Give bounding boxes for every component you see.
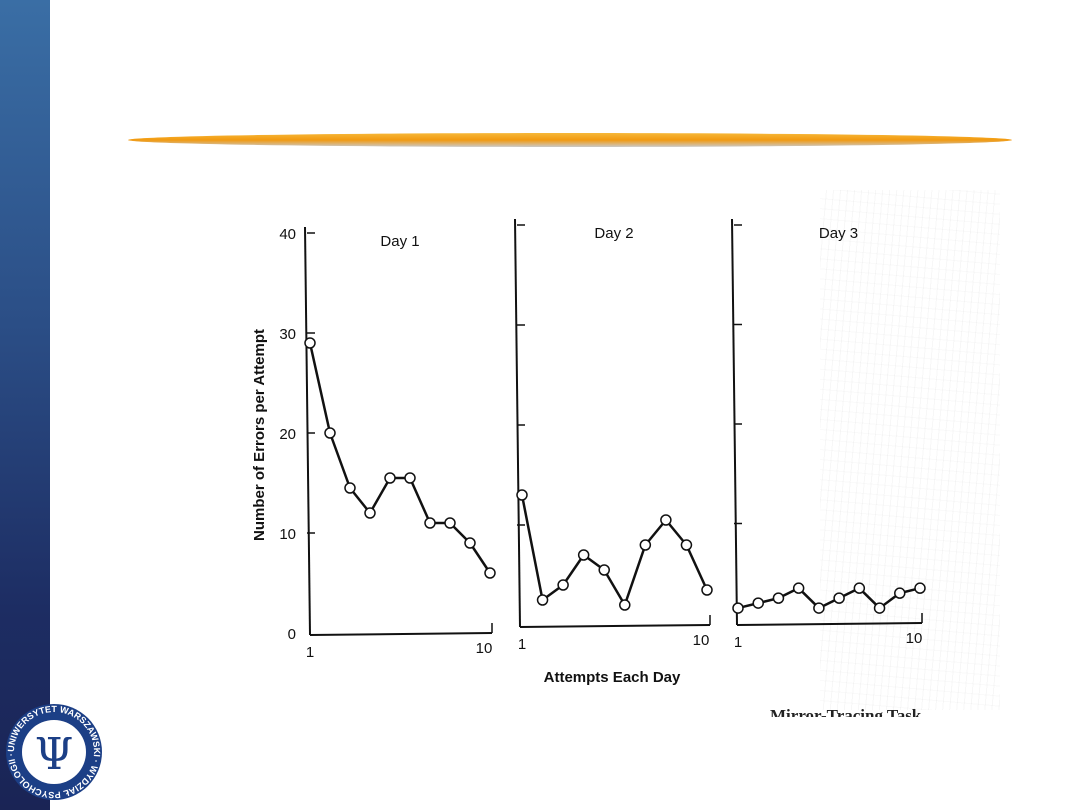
y-tick-label: 20 — [279, 426, 296, 443]
panel-2-x-last-label: 10 — [693, 632, 710, 649]
panel-3-series-line — [737, 586, 921, 610]
panel-3-data-point — [833, 592, 845, 604]
panel-1-x-axis — [309, 632, 493, 636]
panel-1-x-first-label: 1 — [306, 644, 314, 661]
panel-1-data-point — [324, 427, 336, 439]
panel-2-data-point — [619, 599, 631, 611]
panel-1-data-point — [424, 517, 436, 529]
logo-psi-symbol: Ψ — [35, 729, 74, 780]
panel-2-title: Day 2 — [594, 225, 633, 242]
panel-1-data-point — [384, 472, 396, 484]
y-tick-label: 10 — [279, 526, 296, 543]
y-tick-label: 40 — [279, 226, 296, 243]
panel-3-x-last-label: 10 — [906, 630, 923, 647]
panel-3-y-axis — [731, 218, 738, 626]
panel-3-data-point — [914, 582, 926, 594]
panel-2-x-axis — [519, 624, 711, 628]
panel-2-data-point — [598, 564, 610, 576]
panel-2-data-point — [557, 579, 569, 591]
panel-3-data-point — [813, 602, 825, 614]
panel-3-data-point — [752, 597, 764, 609]
panel-3-data-point — [792, 582, 805, 594]
panel-2-series-line — [520, 494, 709, 607]
panel-2-data-point — [639, 539, 652, 551]
y-tick-label: 0 — [288, 626, 296, 643]
panel-1-data-point — [464, 537, 476, 549]
panel-1-data-point — [444, 517, 456, 529]
mirror-tracing-chart: Number of Errors per Attempt Attempts Eac… — [251, 218, 926, 686]
panel-2-data-point — [680, 539, 693, 551]
panel-1-data-point — [304, 337, 316, 349]
panel-3-data-point — [732, 602, 744, 614]
panel-3-data-point — [772, 592, 785, 604]
panel-3-data-point — [853, 582, 866, 594]
figure-caption-fragment: Mirror-Tracing Task — [770, 706, 922, 717]
x-axis-label: Attempts Each Day — [544, 669, 681, 686]
panel-1-data-point — [404, 472, 416, 484]
panel-3-x-axis — [736, 622, 923, 626]
panel-2-data-point — [536, 594, 549, 606]
panel-1-x-last-label: 10 — [476, 640, 493, 657]
panel-3-data-point — [873, 602, 886, 614]
title-accent-bar — [128, 133, 1012, 147]
panel-3-x-first-label: 1 — [734, 634, 742, 651]
university-logo: UNIWERSYTET WARSZAWSKI · WYDZIAŁ PSYCHOL… — [6, 704, 102, 800]
y-axis-label: Number of Errors per Attempt — [251, 329, 268, 541]
sidebar-band — [0, 0, 50, 810]
panel-1-data-point — [364, 507, 376, 519]
panel-3-title: Day 3 — [819, 225, 858, 242]
panel-3-data-point — [894, 587, 906, 599]
panel-1-series-line — [308, 342, 492, 574]
panel-2-x-first-label: 1 — [518, 636, 526, 653]
panel-2-data-point — [577, 549, 590, 561]
panel-2-data-point — [660, 514, 672, 526]
panel-2-data-point — [516, 489, 528, 501]
panel-1-y-axis — [304, 226, 311, 636]
logo-inner-circle — [22, 720, 86, 784]
panel-1-data-point — [344, 482, 356, 494]
panel-2-data-point — [701, 584, 713, 596]
panel-2-y-axis — [514, 218, 521, 628]
panel-1-data-point — [484, 567, 496, 579]
y-tick-label: 30 — [279, 326, 296, 343]
panel-1-title: Day 1 — [380, 233, 419, 250]
